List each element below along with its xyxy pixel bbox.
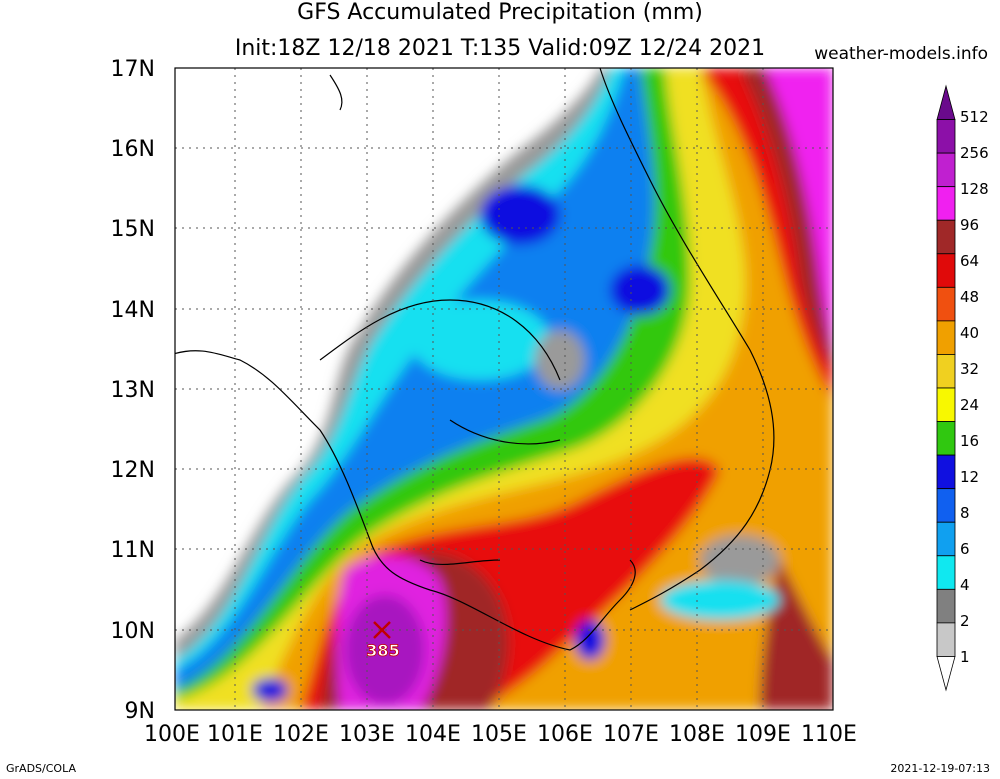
colorbar-label: 6 [960, 540, 970, 558]
lon-label: 101E [207, 722, 263, 747]
colorbar-cell [936, 354, 956, 389]
colorbar-cell [936, 119, 956, 154]
colorbar-labels: 512 256 128 96 64 48 40 32 24 16 12 8 6 … [960, 108, 989, 666]
colorbar-cell [936, 320, 956, 355]
colorbar-cell [936, 421, 956, 456]
colorbar-label: 16 [960, 432, 979, 450]
lon-label: 107E [603, 722, 659, 747]
colorbar-label: 96 [960, 216, 979, 234]
lon-label: 106E [537, 722, 593, 747]
lon-label: 104E [405, 722, 461, 747]
max-precip-marker: 385 [366, 621, 400, 660]
longitude-axis: 100E 101E 102E 103E 104E 105E 106E 107E … [144, 722, 857, 747]
lon-label: 103E [339, 722, 395, 747]
gridlines [175, 68, 833, 710]
site-credit: weather-models.info [814, 44, 988, 64]
colorbar-label: 256 [960, 144, 989, 162]
lon-label: 109E [735, 722, 791, 747]
colorbar-cell [936, 387, 956, 422]
colorbar-cell [936, 186, 956, 221]
lon-label: 108E [669, 722, 725, 747]
colorbar-cell [936, 253, 956, 288]
lat-label: 17N [111, 57, 155, 82]
colorbar-cell [936, 219, 956, 255]
coastline-outline [175, 68, 775, 651]
colorbar-cell [936, 286, 956, 322]
colorbar-cell [936, 521, 956, 557]
map-title: GFS Accumulated Precipitation (mm) [297, 0, 703, 25]
lat-label: 10N [111, 619, 155, 644]
colorbar-cells [936, 84, 956, 692]
colorbar-label: 32 [960, 360, 979, 378]
colorbar-cell [936, 622, 956, 657]
lat-label: 14N [111, 298, 155, 323]
lon-label: 105E [471, 722, 527, 747]
timestamp: 2021-12-19-07:13 [890, 762, 990, 775]
colorbar-label: 2 [960, 612, 970, 630]
map-plot-area: 385 [174, 67, 834, 711]
colorbar-cell [936, 488, 956, 523]
colorbar-cell [936, 152, 956, 188]
map-subtitle: Init:18Z 12/18 2021 T:135 Valid:09Z 12/2… [234, 36, 766, 61]
colorbar-cell [936, 588, 956, 624]
lon-label: 110E [801, 722, 857, 747]
lat-label: 12N [111, 458, 155, 483]
colorbar-cell [936, 555, 956, 590]
colorbar-label: 64 [960, 252, 979, 270]
colorbar-cell [936, 454, 956, 490]
lon-label: 102E [273, 722, 329, 747]
lat-label: 16N [111, 137, 155, 162]
colorbar-cell [936, 84, 956, 120]
max-precip-value: 385 [366, 641, 399, 660]
colorbar-label: 1 [960, 648, 970, 666]
grads-credit: GrADS/COLA [6, 762, 76, 775]
colorbar-legend: 512 256 128 96 64 48 40 32 24 16 12 8 6 … [936, 84, 989, 692]
colorbar-label: 12 [960, 468, 979, 486]
colorbar-label: 40 [960, 324, 979, 342]
lat-label: 11N [111, 538, 155, 563]
plot-frame [174, 67, 834, 711]
colorbar-label: 24 [960, 396, 979, 414]
lat-label: 9N [125, 699, 155, 724]
colorbar-label: 8 [960, 504, 970, 522]
colorbar-label: 48 [960, 288, 979, 306]
colorbar-cell [936, 656, 956, 692]
lat-label: 13N [111, 378, 155, 403]
latitude-axis: 17N 16N 15N 14N 13N 12N 11N 10N 9N [111, 57, 155, 724]
colorbar-label: 512 [960, 108, 989, 126]
colorbar-label: 128 [960, 180, 989, 198]
colorbar-label: 4 [960, 576, 970, 594]
lon-label: 100E [144, 722, 200, 747]
lat-label: 15N [111, 217, 155, 242]
